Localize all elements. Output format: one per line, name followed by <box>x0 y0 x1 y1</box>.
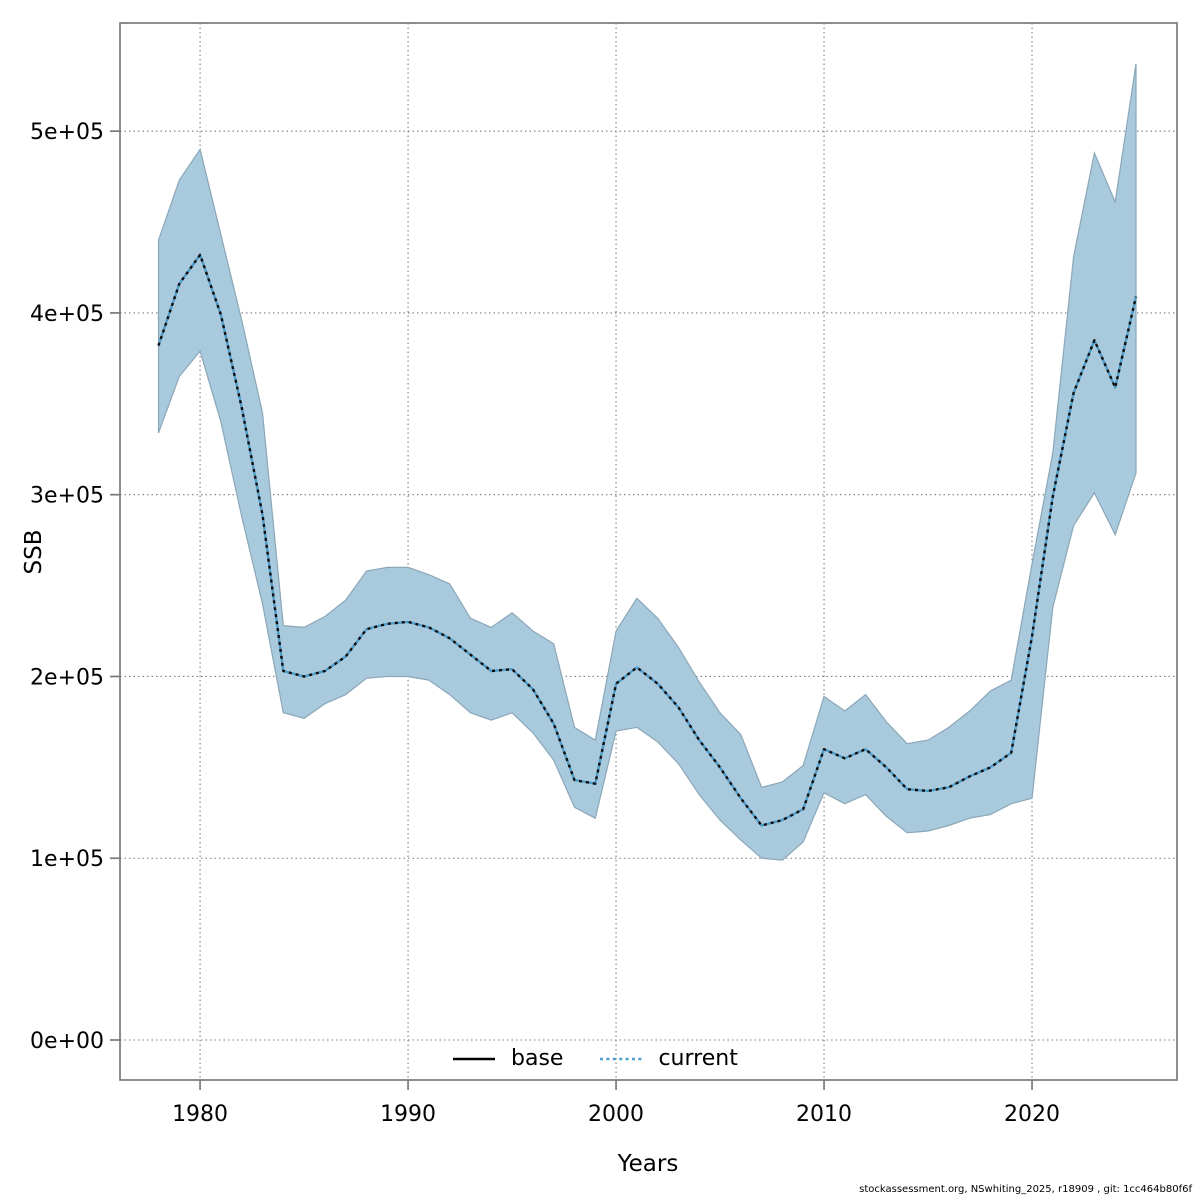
plot-border <box>119 22 1178 1081</box>
legend: base current <box>452 1046 738 1071</box>
x-axis-title: Years <box>617 1151 679 1177</box>
legend-label-current: current <box>658 1046 738 1071</box>
x-tick-label: 1990 <box>380 1102 436 1127</box>
x-tick-label: 2000 <box>588 1102 644 1127</box>
y-axis-title: SSB <box>21 529 47 575</box>
y-tick-label: 3e+05 <box>30 484 104 509</box>
base-line-sample-icon <box>453 1057 495 1060</box>
legend-item-base: base <box>452 1046 563 1071</box>
y-tick-label: 1e+05 <box>30 847 104 872</box>
y-tick-label: 4e+05 <box>30 302 104 327</box>
confidence-band <box>157 63 1137 861</box>
y-tick-label: 0e+00 <box>30 1029 104 1054</box>
x-tick-label: 2020 <box>1004 1102 1060 1127</box>
current-line-sample-icon <box>600 1057 643 1060</box>
base-line <box>157 253 1138 827</box>
legend-item-current: current <box>599 1046 738 1071</box>
y-tick-label: 5e+05 <box>30 120 104 145</box>
footer-attribution: stockassessment.org, NSwhiting_2025, r18… <box>859 1184 1192 1195</box>
x-tick-label: 1980 <box>172 1102 228 1127</box>
x-tick-label: 2010 <box>796 1102 852 1127</box>
legend-label-base: base <box>511 1046 564 1071</box>
y-tick-label: 2e+05 <box>30 665 104 690</box>
